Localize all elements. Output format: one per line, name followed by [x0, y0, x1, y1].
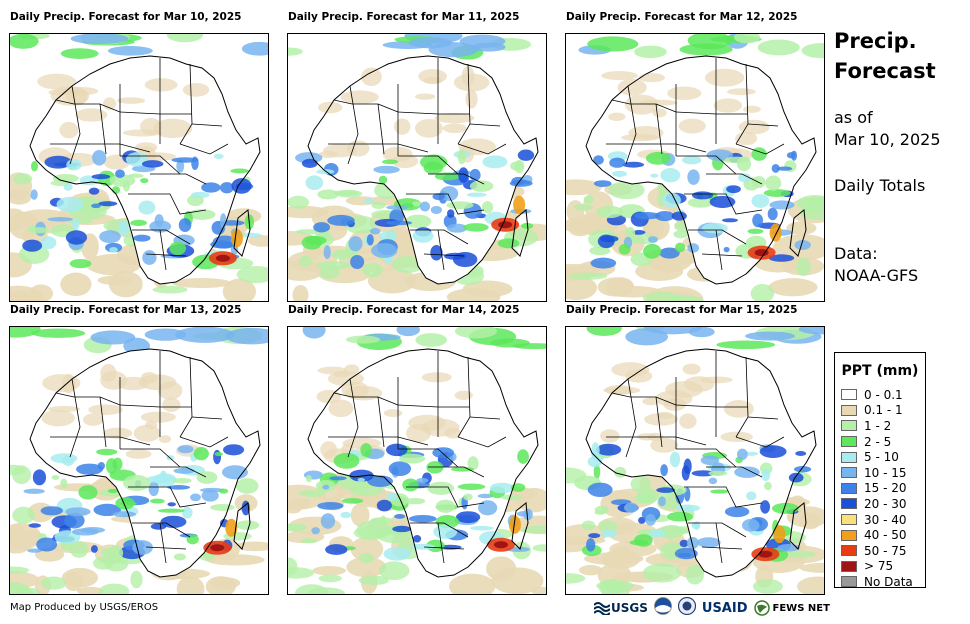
forecast-map: [287, 326, 547, 595]
legend-label: 5 - 10: [864, 450, 899, 465]
legend-label: 2 - 5: [864, 434, 892, 449]
legend-swatch: [841, 420, 857, 432]
forecast-map: [9, 33, 269, 302]
data-source: Data: NOAA-GFS: [834, 243, 918, 287]
legend-label: 20 - 30: [864, 496, 907, 511]
legend-swatch: [841, 482, 857, 494]
legend-swatch: [841, 498, 857, 510]
legend-swatch: [841, 514, 857, 526]
usaid-logo-text: USAID: [701, 600, 748, 616]
as-of-date: Mar 10, 2025: [834, 130, 941, 149]
legend-label: 10 - 15: [864, 465, 907, 480]
forecast-map: [565, 33, 825, 302]
forecast-panel-5: Daily Precip. Forecast for Mar 14, 2025: [287, 303, 549, 595]
legend-row: 15 - 20: [835, 481, 925, 497]
partner-logos: USGS USAID FEWS NET: [594, 596, 830, 619]
state-dept-seal-icon: [677, 596, 696, 619]
legend-row: 10 - 15: [835, 465, 925, 481]
usgs-logo-text: USGS: [611, 601, 648, 615]
legend-label: 50 - 75: [864, 543, 907, 558]
as-of-label: as of: [834, 108, 873, 127]
title-line-1: Precip.: [834, 29, 917, 53]
legend-row: > 75: [835, 559, 925, 575]
legend-row: 0.1 - 1: [835, 403, 925, 419]
africa-precip-map: [288, 34, 546, 301]
africa-precip-map: [10, 34, 268, 301]
legend-row: 5 - 10: [835, 449, 925, 465]
panel-title: Daily Precip. Forecast for Mar 14, 2025: [288, 304, 520, 316]
africa-precip-map: [566, 34, 824, 301]
globe-icon: [753, 600, 770, 616]
panel-title: Daily Precip. Forecast for Mar 11, 2025: [288, 11, 520, 23]
panel-title: Daily Precip. Forecast for Mar 12, 2025: [566, 11, 798, 23]
legend-swatch: [841, 404, 857, 416]
panel-title: Daily Precip. Forecast for Mar 10, 2025: [10, 11, 242, 23]
forecast-map: [565, 326, 825, 595]
legend-swatch: [841, 545, 857, 557]
legend-swatch: [841, 560, 857, 572]
usgs-wave-icon: [594, 602, 610, 615]
legend-swatch: [841, 529, 857, 541]
legend-label: 0.1 - 1: [864, 403, 903, 418]
africa-precip-map: [288, 327, 546, 594]
forecast-panel-3: Daily Precip. Forecast for Mar 12, 2025: [565, 10, 827, 302]
legend-label: 0 - 0.1: [864, 387, 903, 402]
title-line-2: Forecast: [834, 59, 936, 83]
daily-totals-label: Daily Totals: [834, 176, 926, 195]
usgs-logo: USGS: [594, 601, 648, 615]
forecast-panel-4: Daily Precip. Forecast for Mar 13, 2025: [9, 303, 271, 595]
legend-row: 20 - 30: [835, 496, 925, 512]
legend-row: 40 - 50: [835, 527, 925, 543]
legend-row: 30 - 40: [835, 512, 925, 528]
africa-precip-map: [10, 327, 268, 594]
fews-logo: FEWS NET: [753, 600, 830, 616]
legend-label: No Data: [864, 574, 913, 589]
fews-logo-text: FEWS NET: [772, 602, 830, 614]
side-title: Precip. Forecast: [834, 26, 964, 86]
forecast-panel-2: Daily Precip. Forecast for Mar 11, 2025: [287, 10, 549, 302]
legend-swatch: [841, 389, 857, 401]
forecast-panel-6: Daily Precip. Forecast for Mar 15, 2025: [565, 303, 827, 595]
africa-precip-map: [566, 327, 824, 594]
forecast-map: [287, 33, 547, 302]
forecast-map: [9, 326, 269, 595]
legend-swatch: [841, 576, 857, 588]
legend-label: > 75: [864, 559, 894, 574]
noaa-logo-icon: [653, 597, 672, 619]
legend-row: 2 - 5: [835, 434, 925, 450]
legend-row: 1 - 2: [835, 418, 925, 434]
as-of-text: as of Mar 10, 2025: [834, 107, 941, 151]
legend-row: No Data: [835, 574, 925, 590]
legend-title: PPT (mm): [841, 363, 919, 379]
panel-title: Daily Precip. Forecast for Mar 13, 2025: [10, 304, 242, 316]
legend-label: 40 - 50: [864, 528, 907, 543]
legend-swatch: [841, 467, 857, 479]
legend-label: 30 - 40: [864, 512, 907, 527]
legend-row: 50 - 75: [835, 543, 925, 559]
data-source-name: NOAA-GFS: [834, 266, 919, 285]
forecast-panel-1: Daily Precip. Forecast for Mar 10, 2025: [9, 10, 271, 302]
legend-label: 1 - 2: [864, 418, 892, 433]
legend-row: 0 - 0.1: [835, 387, 925, 403]
data-label: Data:: [834, 244, 878, 263]
panel-title: Daily Precip. Forecast for Mar 15, 2025: [566, 304, 798, 316]
legend-swatch: [841, 451, 857, 463]
map-credit: Map Produced by USGS/EROS: [10, 602, 159, 613]
legend-label: 15 - 20: [864, 481, 907, 496]
legend-swatch: [841, 436, 857, 448]
